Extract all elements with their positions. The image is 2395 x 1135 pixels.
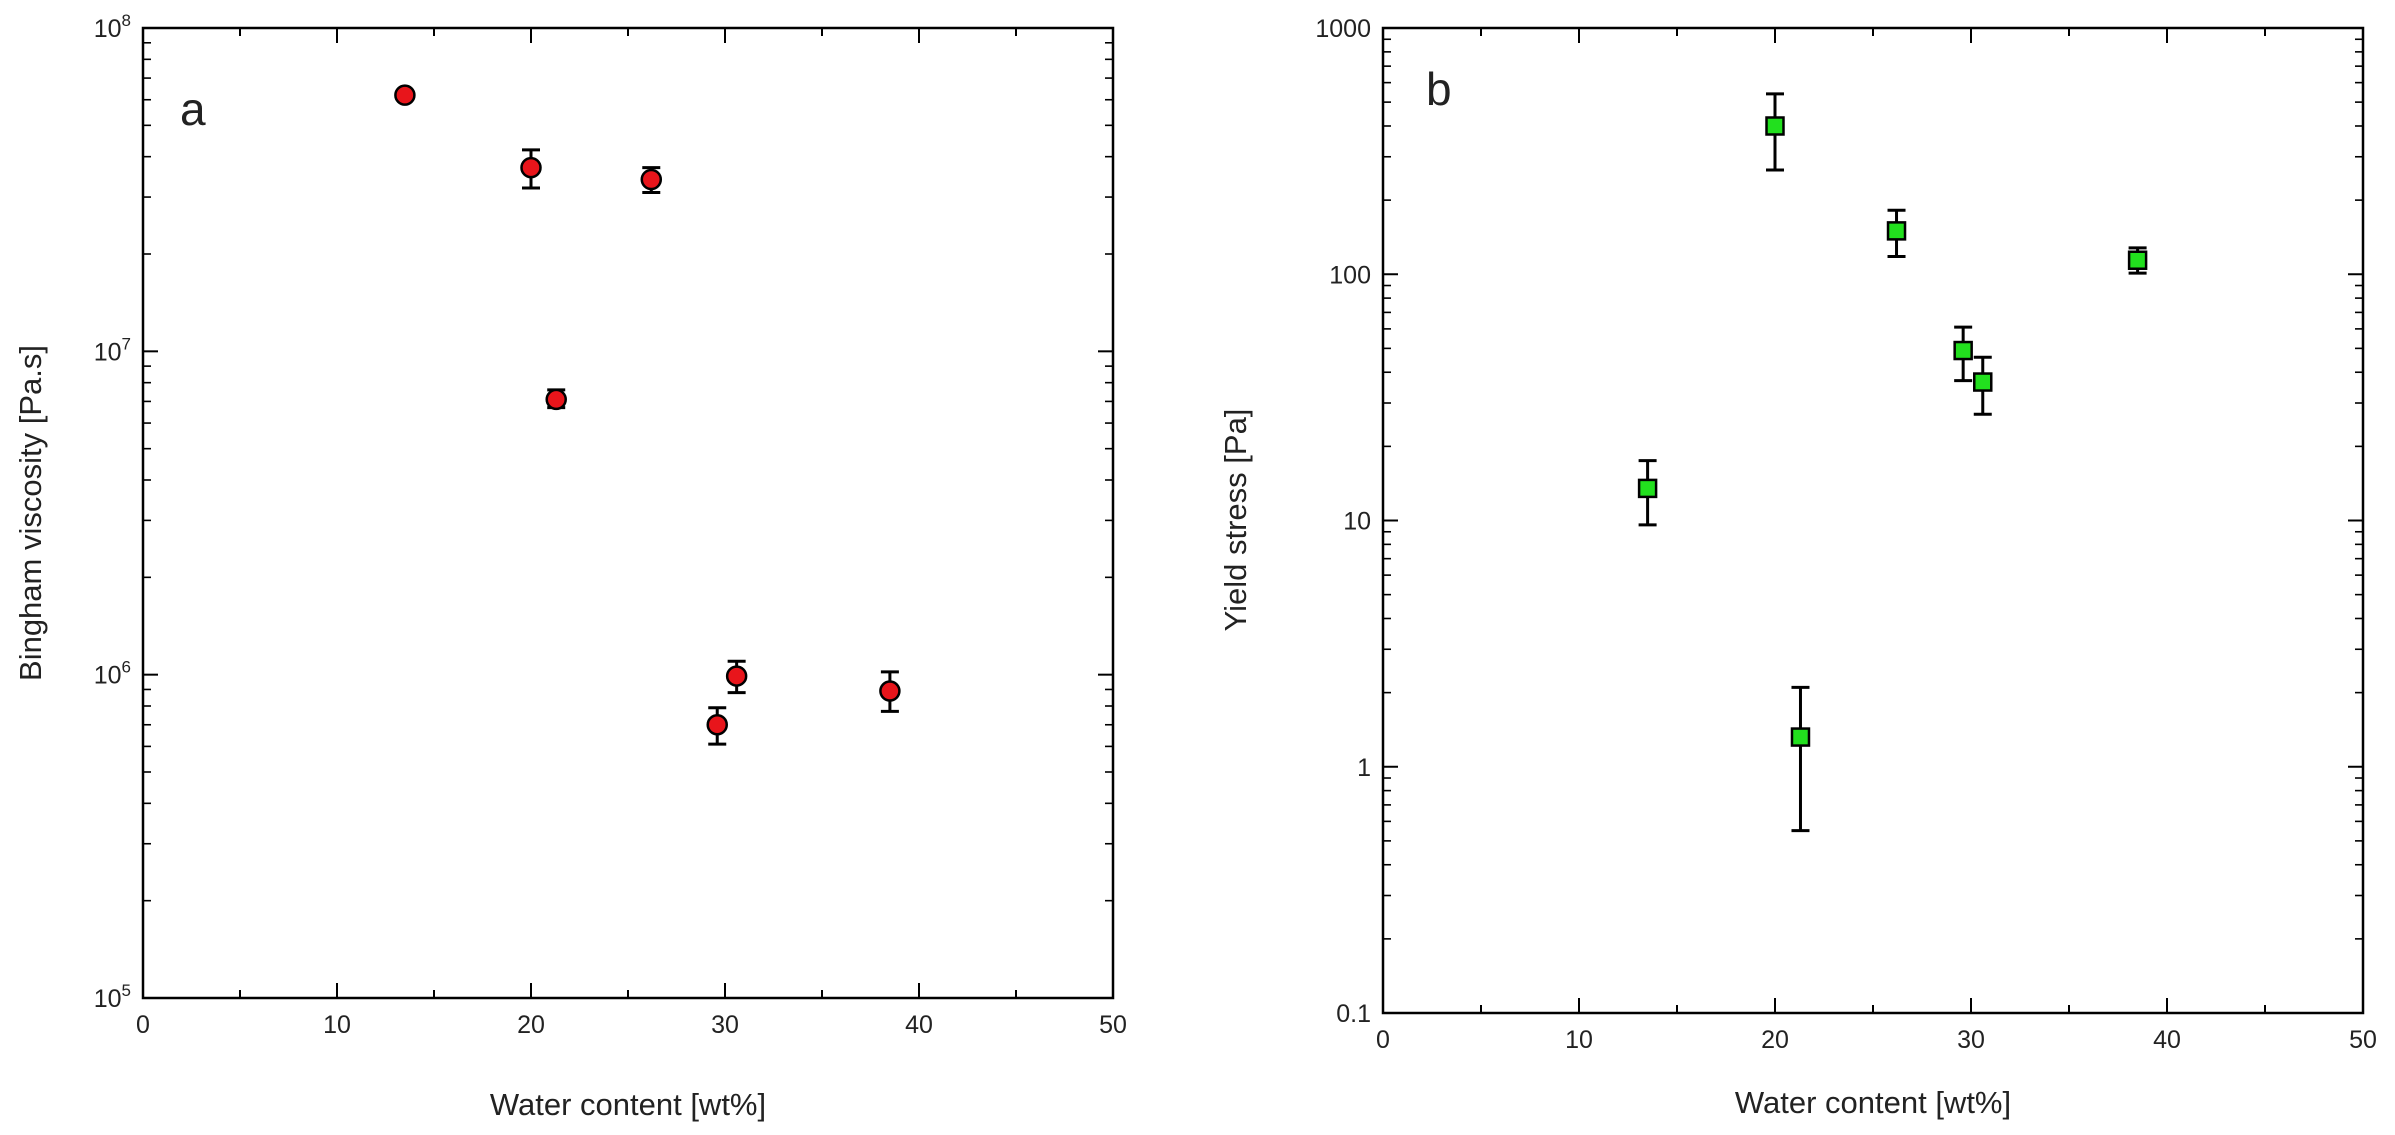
y-tick-label: 1000 bbox=[1315, 15, 1371, 43]
x-axis-label-a: Water content [wt%] bbox=[490, 1087, 766, 1122]
data-point bbox=[2127, 250, 2148, 270]
y-axis-label-a: Bingham viscosity [Pa.s] bbox=[13, 345, 48, 681]
chart-panel-b: 0 10 20 30 40 50 0.1 1 10 100 1000 b Water content… bbox=[1218, 15, 2377, 1120]
data-points-a bbox=[394, 84, 901, 736]
x-tick-label: 40 bbox=[905, 1011, 933, 1039]
data-point bbox=[1790, 727, 1811, 747]
y-tick-label: 10 bbox=[1343, 508, 1371, 536]
data-point bbox=[1765, 116, 1785, 136]
panel-letter-b: b bbox=[1426, 63, 1452, 115]
x-tick-label: 20 bbox=[517, 1011, 545, 1039]
x-tick-label: 10 bbox=[323, 1011, 351, 1039]
y-tick-label: 0.1 bbox=[1336, 1000, 1371, 1028]
y-axis-label-b: Yield stress [Pa] bbox=[1218, 409, 1253, 632]
x-tick-label: 50 bbox=[2349, 1026, 2377, 1054]
data-points-b bbox=[1637, 116, 2148, 747]
data-point bbox=[640, 168, 663, 191]
data-point bbox=[1886, 221, 1907, 241]
data-point bbox=[706, 714, 728, 736]
data-point bbox=[545, 388, 567, 411]
data-point bbox=[520, 156, 542, 179]
tick-marks-b bbox=[1382, 27, 2364, 1014]
data-point bbox=[1953, 340, 1973, 361]
error-bars-a bbox=[522, 148, 899, 746]
x-tick-label: 0 bbox=[136, 1011, 150, 1039]
error-bars-b bbox=[1638, 92, 2147, 833]
plot-frame-a bbox=[141, 26, 1115, 1000]
x-tick-label: 10 bbox=[1565, 1026, 1593, 1054]
y-tick-label: 105 bbox=[94, 981, 131, 1013]
chart-panel-a: 0 10 20 30 40 50 105 106 107 108 a Water content … bbox=[13, 11, 1127, 1122]
plot-frame-b bbox=[1381, 26, 2365, 1015]
tick-labels-a: 0 10 20 30 40 50 105 106 107 108 bbox=[94, 11, 1127, 1039]
data-point bbox=[1973, 372, 1993, 392]
x-tick-label: 0 bbox=[1376, 1026, 1390, 1054]
error-bar bbox=[1791, 685, 1810, 833]
data-point bbox=[1637, 478, 1658, 499]
x-tick-label: 30 bbox=[711, 1011, 739, 1039]
y-tick-label: 107 bbox=[94, 334, 131, 366]
panel-letter-a: a bbox=[180, 83, 206, 135]
x-axis-label-b: Water content [wt%] bbox=[1735, 1085, 2011, 1120]
data-point bbox=[725, 665, 748, 687]
x-tick-label: 40 bbox=[2153, 1026, 2181, 1054]
y-tick-label: 106 bbox=[94, 658, 131, 690]
x-tick-label: 20 bbox=[1761, 1026, 1789, 1054]
data-point bbox=[394, 84, 416, 106]
tick-labels-b: 0 10 20 30 40 50 0.1 1 10 100 1000 bbox=[1315, 15, 2377, 1054]
y-tick-label: 100 bbox=[1329, 261, 1371, 289]
y-tick-label: 1 bbox=[1357, 754, 1371, 782]
x-tick-label: 30 bbox=[1957, 1026, 1985, 1054]
y-tick-label: 108 bbox=[94, 11, 131, 43]
tick-marks-a bbox=[142, 27, 1114, 999]
x-tick-label: 50 bbox=[1099, 1011, 1127, 1039]
data-point bbox=[879, 680, 901, 702]
